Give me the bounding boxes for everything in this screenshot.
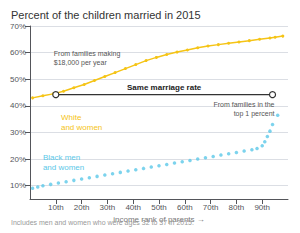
- svg-text:10th: 10th: [48, 203, 64, 212]
- svg-text:Same marriage rate: Same marriage rate: [127, 83, 202, 92]
- svg-text:$18,000 per year: $18,000 per year: [54, 59, 108, 67]
- svg-text:10%: 10%: [10, 181, 26, 190]
- svg-text:70%: 70%: [10, 22, 26, 31]
- svg-text:and women: and women: [61, 123, 102, 132]
- svg-text:60%: 60%: [10, 48, 26, 57]
- svg-text:Includes men and women who wer: Includes men and women who were ages 32 …: [11, 219, 194, 227]
- svg-text:and women: and women: [43, 163, 84, 172]
- svg-text:30th: 30th: [100, 203, 116, 212]
- svg-text:90th: 90th: [254, 203, 270, 212]
- svg-text:top 1 percent: top 1 percent: [234, 110, 275, 118]
- svg-text:40th: 40th: [125, 203, 141, 212]
- svg-text:From families making: From families making: [54, 50, 121, 58]
- svg-text:50th: 50th: [151, 203, 167, 212]
- svg-text:40%: 40%: [10, 101, 26, 110]
- svg-text:Black men: Black men: [43, 153, 80, 162]
- svg-text:60th: 60th: [177, 203, 193, 212]
- svg-text:20%: 20%: [10, 155, 26, 164]
- svg-text:30%: 30%: [10, 128, 26, 137]
- svg-text:80th: 80th: [229, 203, 245, 212]
- svg-text:20th: 20th: [74, 203, 90, 212]
- svg-text:70th: 70th: [203, 203, 219, 212]
- svg-text:From families in the: From families in the: [213, 101, 274, 108]
- svg-text:50%: 50%: [10, 75, 26, 84]
- svg-text:Percent of the children marrie: Percent of the children married in 2015: [11, 9, 201, 21]
- svg-text:White: White: [61, 113, 82, 122]
